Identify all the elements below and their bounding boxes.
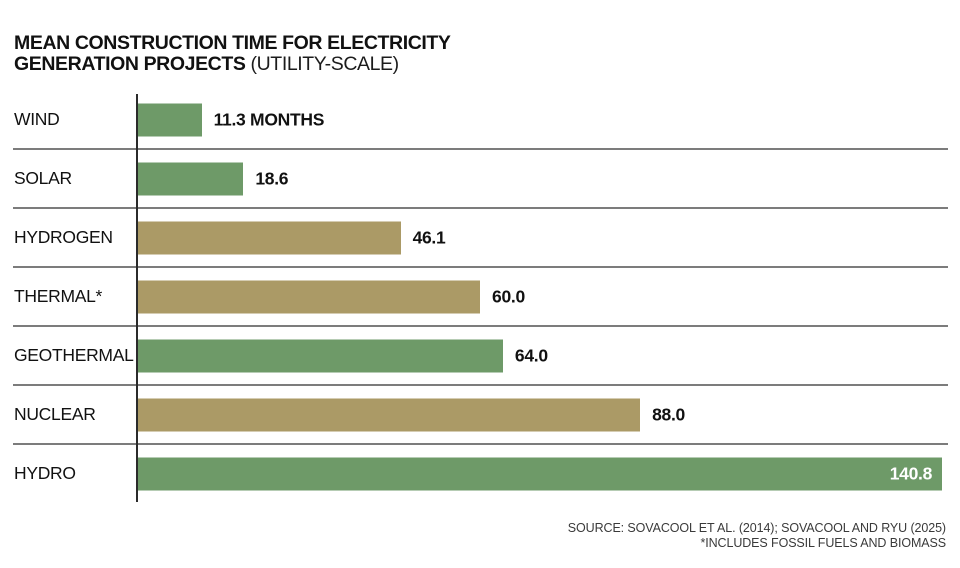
value-label: 140.8 xyxy=(889,463,933,483)
category-label: HYDRO xyxy=(14,463,76,483)
category-label: WIND xyxy=(14,109,60,129)
bar-chart: WIND 11.3 MONTHS SOLAR 18.6 HYDROGEN 46.… xyxy=(13,91,948,502)
value-label: 18.6 xyxy=(255,168,289,188)
bar xyxy=(137,457,942,490)
category-label: SOLAR xyxy=(14,168,72,188)
footnote-line: *INCLUDES FOSSIL FUELS AND BIOMASS xyxy=(700,535,946,550)
chart-title-line2-subtitle: (UTILITY-SCALE) xyxy=(250,53,400,75)
source-note: SOURCE: SOVACOOL ET AL. (2014); SOVACOOL… xyxy=(568,521,946,550)
chart-title-line1: MEAN CONSTRUCTION TIME FOR ELECTRICITY xyxy=(14,32,451,54)
value-label: 64.0 xyxy=(514,345,548,365)
bar xyxy=(137,103,202,136)
chart-row: HYDROGEN 46.1 xyxy=(13,207,948,266)
row-plot-area: 140.8 xyxy=(137,445,948,502)
chart-row: GEOTHERMAL 64.0 xyxy=(13,325,948,384)
bar xyxy=(137,280,481,313)
row-plot-area: 46.1 xyxy=(137,209,948,266)
bar xyxy=(137,398,641,431)
bar xyxy=(137,162,244,195)
chart-title-line2-bold: GENERATION PROJECTS xyxy=(14,53,246,75)
row-plot-area: 11.3 MONTHS xyxy=(137,91,948,148)
category-label: THERMAL* xyxy=(14,286,103,306)
source-line: SOURCE: SOVACOOL ET AL. (2014); SOVACOOL… xyxy=(567,521,946,535)
bar xyxy=(137,221,401,254)
chart-axis-line xyxy=(136,94,138,502)
category-label: GEOTHERMAL xyxy=(14,345,134,365)
chart-row: WIND 11.3 MONTHS xyxy=(13,91,948,148)
value-label: 11.3 MONTHS xyxy=(213,109,325,129)
row-plot-area: 60.0 xyxy=(137,268,948,325)
row-plot-area: 64.0 xyxy=(137,327,948,384)
chart-row: SOLAR 18.6 xyxy=(13,148,948,207)
chart-row: HYDRO 140.8 xyxy=(13,443,948,502)
category-label: HYDROGEN xyxy=(14,227,113,247)
chart-title-line2: GENERATION PROJECTS (UTILITY-SCALE) xyxy=(14,54,451,75)
value-label: 46.1 xyxy=(412,227,446,247)
chart-row: NUCLEAR 88.0 xyxy=(13,384,948,443)
bar xyxy=(137,339,503,372)
value-label: 60.0 xyxy=(492,286,525,306)
value-label: 88.0 xyxy=(652,404,685,424)
chart-row: THERMAL* 60.0 xyxy=(13,266,948,325)
row-plot-area: 88.0 xyxy=(137,386,948,443)
category-label: NUCLEAR xyxy=(14,404,96,424)
chart-title: MEAN CONSTRUCTION TIME FOR ELECTRICITY G… xyxy=(14,33,451,75)
row-plot-area: 18.6 xyxy=(137,150,948,207)
